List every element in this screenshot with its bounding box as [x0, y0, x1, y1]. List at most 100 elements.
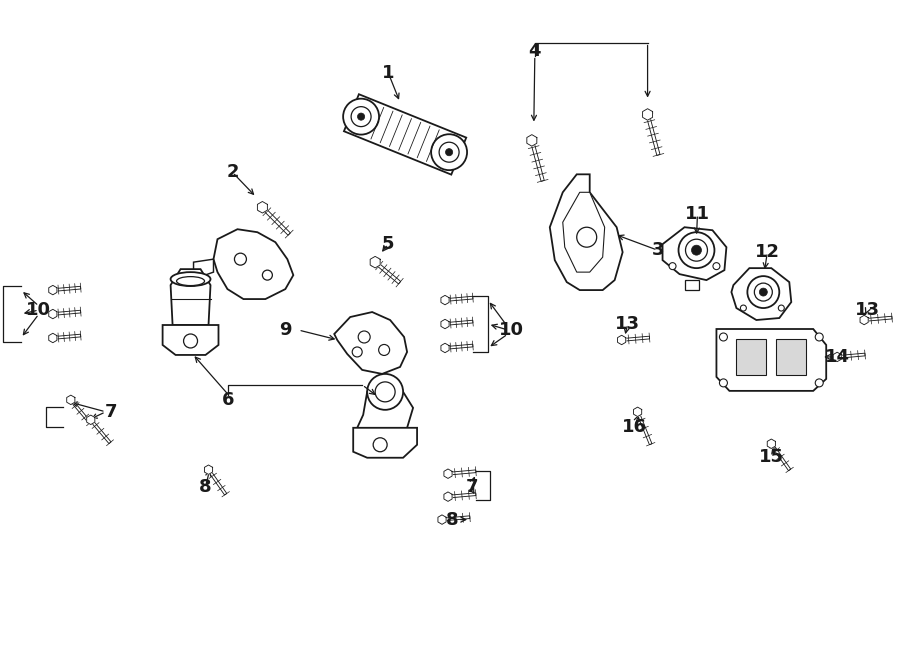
Polygon shape [86, 415, 94, 424]
Polygon shape [636, 411, 652, 445]
Circle shape [184, 334, 197, 348]
Circle shape [669, 263, 676, 269]
Circle shape [439, 142, 459, 162]
Polygon shape [163, 325, 219, 355]
Polygon shape [550, 174, 623, 290]
Circle shape [741, 305, 746, 311]
Polygon shape [445, 297, 473, 301]
Polygon shape [736, 339, 766, 375]
Circle shape [351, 107, 371, 126]
Polygon shape [53, 334, 81, 340]
Polygon shape [49, 285, 57, 295]
Polygon shape [448, 470, 476, 475]
Text: 10: 10 [26, 301, 51, 319]
Text: 8: 8 [446, 510, 458, 528]
Polygon shape [833, 352, 842, 361]
Polygon shape [770, 443, 791, 471]
Polygon shape [374, 261, 400, 284]
Text: 2: 2 [226, 164, 239, 181]
Polygon shape [67, 395, 75, 404]
Circle shape [367, 374, 403, 410]
Polygon shape [562, 192, 605, 272]
Circle shape [747, 276, 779, 308]
Text: 10: 10 [500, 321, 525, 339]
Circle shape [374, 438, 387, 451]
Text: 6: 6 [222, 391, 235, 409]
Polygon shape [526, 134, 536, 146]
Ellipse shape [176, 277, 204, 285]
Circle shape [235, 253, 247, 265]
Polygon shape [445, 344, 473, 350]
Polygon shape [49, 333, 57, 343]
Polygon shape [777, 339, 806, 375]
Circle shape [375, 382, 395, 402]
Circle shape [379, 344, 390, 355]
Circle shape [778, 305, 784, 311]
Circle shape [815, 379, 824, 387]
Polygon shape [90, 419, 111, 444]
Circle shape [719, 379, 727, 387]
Circle shape [577, 227, 597, 247]
Circle shape [719, 333, 727, 341]
Circle shape [357, 113, 364, 120]
Polygon shape [685, 280, 699, 290]
Circle shape [358, 331, 370, 343]
Text: 13: 13 [855, 301, 879, 319]
Polygon shape [441, 295, 449, 305]
Polygon shape [171, 269, 211, 325]
Polygon shape [643, 109, 652, 120]
Circle shape [754, 283, 772, 301]
Polygon shape [438, 515, 446, 524]
Polygon shape [370, 256, 380, 268]
Circle shape [343, 99, 379, 134]
Polygon shape [445, 320, 473, 325]
Polygon shape [441, 319, 449, 329]
Polygon shape [441, 344, 449, 353]
Text: 14: 14 [824, 348, 850, 366]
Circle shape [713, 263, 720, 269]
Text: 11: 11 [685, 205, 710, 223]
Polygon shape [70, 399, 91, 424]
Text: 3: 3 [652, 241, 664, 259]
Polygon shape [530, 140, 544, 181]
Polygon shape [257, 201, 267, 213]
Circle shape [815, 333, 824, 341]
Polygon shape [194, 259, 213, 279]
Ellipse shape [171, 272, 211, 286]
Text: 7: 7 [104, 403, 117, 421]
Text: 13: 13 [615, 315, 640, 333]
Polygon shape [207, 469, 227, 495]
Text: 5: 5 [382, 235, 394, 253]
Polygon shape [49, 309, 57, 318]
Polygon shape [646, 114, 660, 156]
Polygon shape [353, 428, 417, 457]
Polygon shape [261, 206, 291, 235]
Polygon shape [732, 268, 791, 320]
Polygon shape [444, 469, 452, 479]
Text: 8: 8 [199, 478, 212, 496]
Polygon shape [334, 312, 407, 374]
Polygon shape [622, 336, 650, 342]
Polygon shape [860, 315, 868, 325]
Circle shape [263, 270, 273, 280]
Polygon shape [634, 407, 642, 416]
Text: 12: 12 [755, 243, 779, 261]
Polygon shape [837, 353, 865, 358]
Text: 1: 1 [382, 64, 394, 81]
Polygon shape [716, 329, 826, 391]
Circle shape [760, 288, 768, 296]
Text: 15: 15 [759, 448, 784, 466]
Polygon shape [662, 227, 726, 280]
Polygon shape [444, 492, 452, 501]
Text: 4: 4 [528, 42, 541, 60]
Polygon shape [344, 94, 466, 175]
Polygon shape [204, 465, 212, 475]
Polygon shape [864, 316, 892, 321]
Text: 7: 7 [465, 478, 478, 496]
Circle shape [446, 148, 453, 156]
Polygon shape [53, 286, 81, 291]
Text: 16: 16 [622, 418, 647, 436]
Polygon shape [213, 229, 293, 299]
Circle shape [686, 239, 707, 261]
Polygon shape [767, 439, 776, 448]
